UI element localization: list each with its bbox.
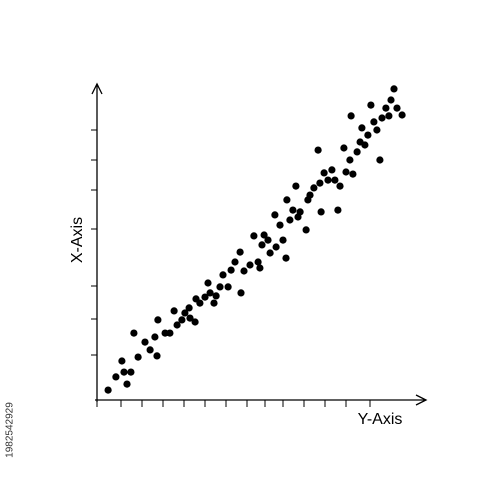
- point: [346, 156, 354, 164]
- point: [260, 231, 268, 239]
- point: [104, 386, 112, 394]
- point: [314, 146, 322, 154]
- point: [141, 338, 149, 346]
- point: [276, 221, 284, 229]
- y-axis-arrow: [91, 82, 103, 95]
- point: [210, 299, 218, 307]
- point: [378, 114, 386, 122]
- point: [258, 241, 266, 249]
- point: [373, 126, 381, 134]
- point: [376, 156, 384, 164]
- point: [367, 101, 375, 109]
- point: [191, 318, 199, 326]
- point: [289, 206, 297, 214]
- point: [393, 104, 401, 112]
- point: [271, 211, 279, 219]
- point: [283, 196, 291, 204]
- point: [266, 249, 274, 257]
- point: [120, 368, 128, 376]
- point: [227, 266, 235, 274]
- point: [130, 329, 138, 337]
- point: [328, 166, 336, 174]
- point: [254, 258, 262, 266]
- point: [320, 169, 328, 177]
- point: [385, 112, 393, 120]
- point: [166, 329, 174, 337]
- point: [216, 283, 224, 291]
- point: [310, 184, 318, 192]
- point: [387, 96, 395, 104]
- point: [206, 289, 214, 297]
- point: [296, 208, 304, 216]
- point: [282, 254, 290, 262]
- point: [127, 368, 135, 376]
- point: [170, 307, 178, 315]
- point: [358, 124, 366, 132]
- point: [240, 267, 248, 275]
- point: [134, 353, 142, 361]
- point: [306, 191, 314, 199]
- point: [336, 182, 344, 190]
- point: [154, 316, 162, 324]
- point: [390, 85, 398, 93]
- point: [250, 232, 258, 240]
- point: [112, 373, 120, 381]
- point: [286, 216, 294, 224]
- x-axis-label: Y-Axis: [358, 411, 403, 428]
- point: [118, 357, 126, 365]
- point: [349, 170, 357, 178]
- point: [204, 279, 212, 287]
- point: [153, 352, 161, 360]
- point: [279, 236, 287, 244]
- point: [316, 179, 324, 187]
- x-axis-arrow: [415, 394, 428, 406]
- point: [201, 293, 209, 301]
- point: [185, 304, 193, 312]
- point: [342, 168, 350, 176]
- point: [196, 299, 204, 307]
- point: [212, 292, 220, 300]
- point: [256, 264, 264, 272]
- point: [272, 243, 280, 251]
- point: [364, 131, 372, 139]
- point: [237, 289, 245, 297]
- point: [146, 346, 154, 354]
- point: [224, 283, 232, 291]
- y-axis-label: X-Axis: [69, 217, 86, 263]
- point: [324, 176, 332, 184]
- point: [317, 208, 325, 216]
- point: [264, 236, 272, 244]
- point: [302, 226, 310, 234]
- point: [123, 380, 131, 388]
- point: [292, 182, 300, 190]
- point: [173, 321, 181, 329]
- point: [347, 112, 355, 120]
- point: [334, 206, 342, 214]
- point: [382, 104, 390, 112]
- point: [219, 271, 227, 279]
- point: [246, 261, 254, 269]
- point: [398, 111, 406, 119]
- watermark-id: 1982542929: [5, 402, 16, 458]
- point: [370, 118, 378, 126]
- point: [178, 316, 186, 324]
- point: [236, 248, 244, 256]
- point: [361, 141, 369, 149]
- point: [151, 333, 159, 341]
- point: [181, 309, 189, 317]
- point: [353, 148, 361, 156]
- point: [340, 144, 348, 152]
- point: [186, 314, 194, 322]
- point: [231, 258, 239, 266]
- point: [331, 176, 339, 184]
